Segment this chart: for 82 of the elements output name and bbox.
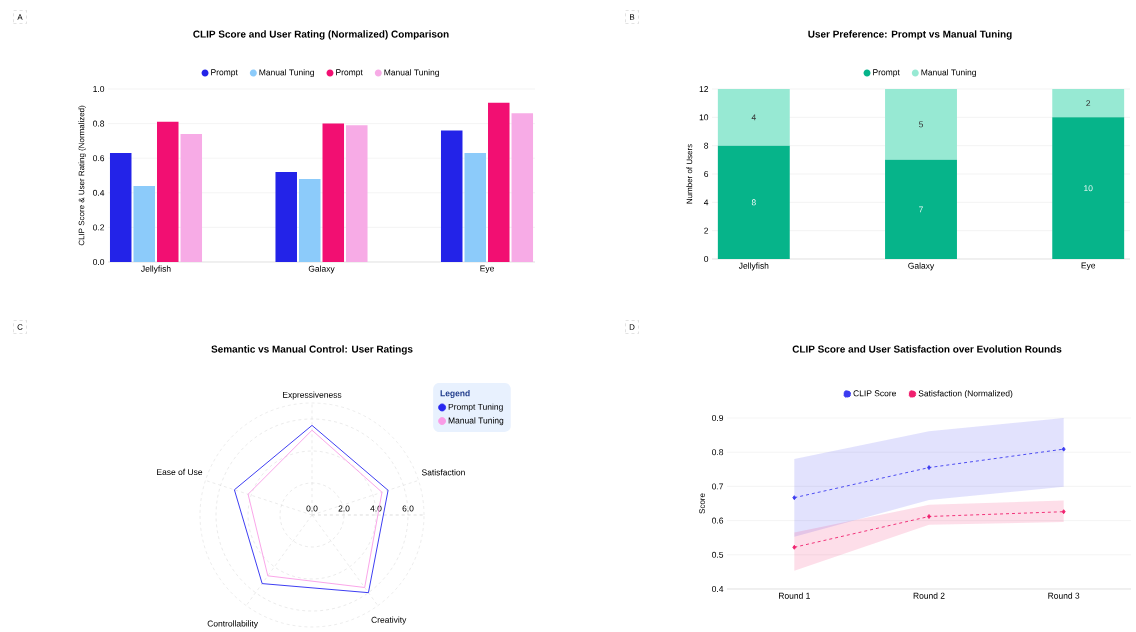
- chart-title: Semantic vs Manual Control: User Ratings: [211, 345, 413, 355]
- legend-label: CLIP Score: [853, 390, 896, 397]
- spoke-label: Creativity: [371, 616, 407, 625]
- point: [1061, 509, 1066, 515]
- data-label: 7: [919, 206, 923, 213]
- legend-label: Prompt: [211, 69, 238, 78]
- bar: [717, 89, 790, 146]
- data-label: 5: [919, 121, 924, 128]
- data-label: 4: [751, 114, 756, 121]
- y-tick-label: 0.8: [712, 449, 724, 456]
- bar: [322, 123, 345, 263]
- y-tick-label: 0.0: [93, 259, 105, 266]
- bar: [298, 179, 321, 263]
- bar: [1052, 89, 1125, 118]
- point: [927, 465, 931, 471]
- y-tick-label: 0.2: [93, 224, 105, 231]
- x-tick-label: Galaxy: [308, 265, 335, 274]
- y-tick-label: 0.6: [712, 517, 724, 524]
- point: [1061, 446, 1066, 452]
- bar: [511, 113, 534, 263]
- bar: [346, 125, 368, 263]
- bar: [1052, 117, 1125, 260]
- y-tick-label: 1.0: [93, 86, 105, 93]
- y-tick-label: 12: [699, 86, 709, 93]
- bar: [133, 186, 155, 263]
- legend-label: Manual Tuning: [259, 69, 314, 78]
- legend-label: Manual Tuning: [384, 69, 439, 78]
- y-tick-label: 2: [704, 227, 709, 234]
- point: [792, 495, 797, 501]
- legend-label: Manual Tuning: [448, 417, 504, 426]
- spoke-label: Ease of Use: [157, 469, 203, 476]
- y-tick-label: 0.5: [712, 552, 724, 559]
- y-tick-label: 0.6: [93, 155, 105, 162]
- point: [927, 514, 931, 520]
- y-tick-label: 0.9: [712, 415, 724, 422]
- x-tick-label: Jellyfish: [141, 265, 171, 274]
- spoke-label: Controllability: [207, 620, 259, 629]
- chart-title: User Preference: Prompt vs Manual Tuning: [808, 30, 1012, 40]
- legend-label: Prompt: [873, 69, 900, 78]
- y-tick-label: 4: [703, 199, 709, 206]
- y-tick-label: 0.4: [712, 586, 724, 593]
- legend-label: Prompt Tuning: [448, 403, 503, 412]
- spoke-label: Satisfaction: [421, 469, 465, 476]
- bar: [464, 153, 487, 263]
- bar: [180, 134, 203, 263]
- data-label: 2: [1086, 100, 1091, 107]
- y-tick-label: 4.0: [370, 505, 382, 512]
- y-tick-label: 0.0: [306, 505, 318, 512]
- y-tick-label: 8: [704, 142, 709, 149]
- point: [792, 545, 797, 550]
- bar: [885, 89, 957, 161]
- data-label: 10: [1084, 185, 1093, 192]
- bar: [717, 145, 790, 260]
- y-tick-label: 0.7: [712, 483, 724, 490]
- y-tick-label: 6: [704, 171, 709, 178]
- data-label: 8: [751, 199, 756, 206]
- x-tick-label: Jellyfish: [738, 262, 769, 271]
- bar: [157, 122, 179, 263]
- bar: [109, 153, 132, 263]
- y-tick-label: 2.0: [338, 505, 350, 512]
- bar: [275, 172, 297, 263]
- x-tick-label: Eye: [480, 265, 494, 274]
- legend-label: Prompt: [336, 69, 363, 78]
- x-tick-label: Round 3: [1048, 592, 1080, 599]
- y-tick-label: 0: [704, 256, 709, 263]
- legend-label: Satisfaction (Normalized): [918, 390, 1013, 399]
- y-tick-label: 10: [699, 114, 709, 121]
- x-tick-label: Round 2: [913, 592, 945, 599]
- legend-title: Legend: [440, 390, 470, 399]
- chart-title: CLIP Score and User Rating (Normalized) Comparison: [193, 30, 449, 40]
- x-tick-label: Round 1: [779, 592, 810, 599]
- bar: [885, 160, 957, 260]
- spoke-label: Expressiveness: [283, 391, 342, 400]
- legend-label: Manual Tuning: [921, 69, 976, 78]
- y-tick-label: 0.4: [93, 190, 105, 197]
- y-tick-label: 0.8: [93, 120, 105, 127]
- chart-title: CLIP Score and User Satisfaction over Evolution Rounds: [792, 345, 1062, 353]
- bar: [440, 130, 463, 263]
- x-tick-label: Eye: [1081, 262, 1096, 271]
- x-tick-label: Galaxy: [908, 262, 935, 271]
- bar: [488, 103, 510, 263]
- y-tick-label: 6.0: [402, 505, 414, 512]
